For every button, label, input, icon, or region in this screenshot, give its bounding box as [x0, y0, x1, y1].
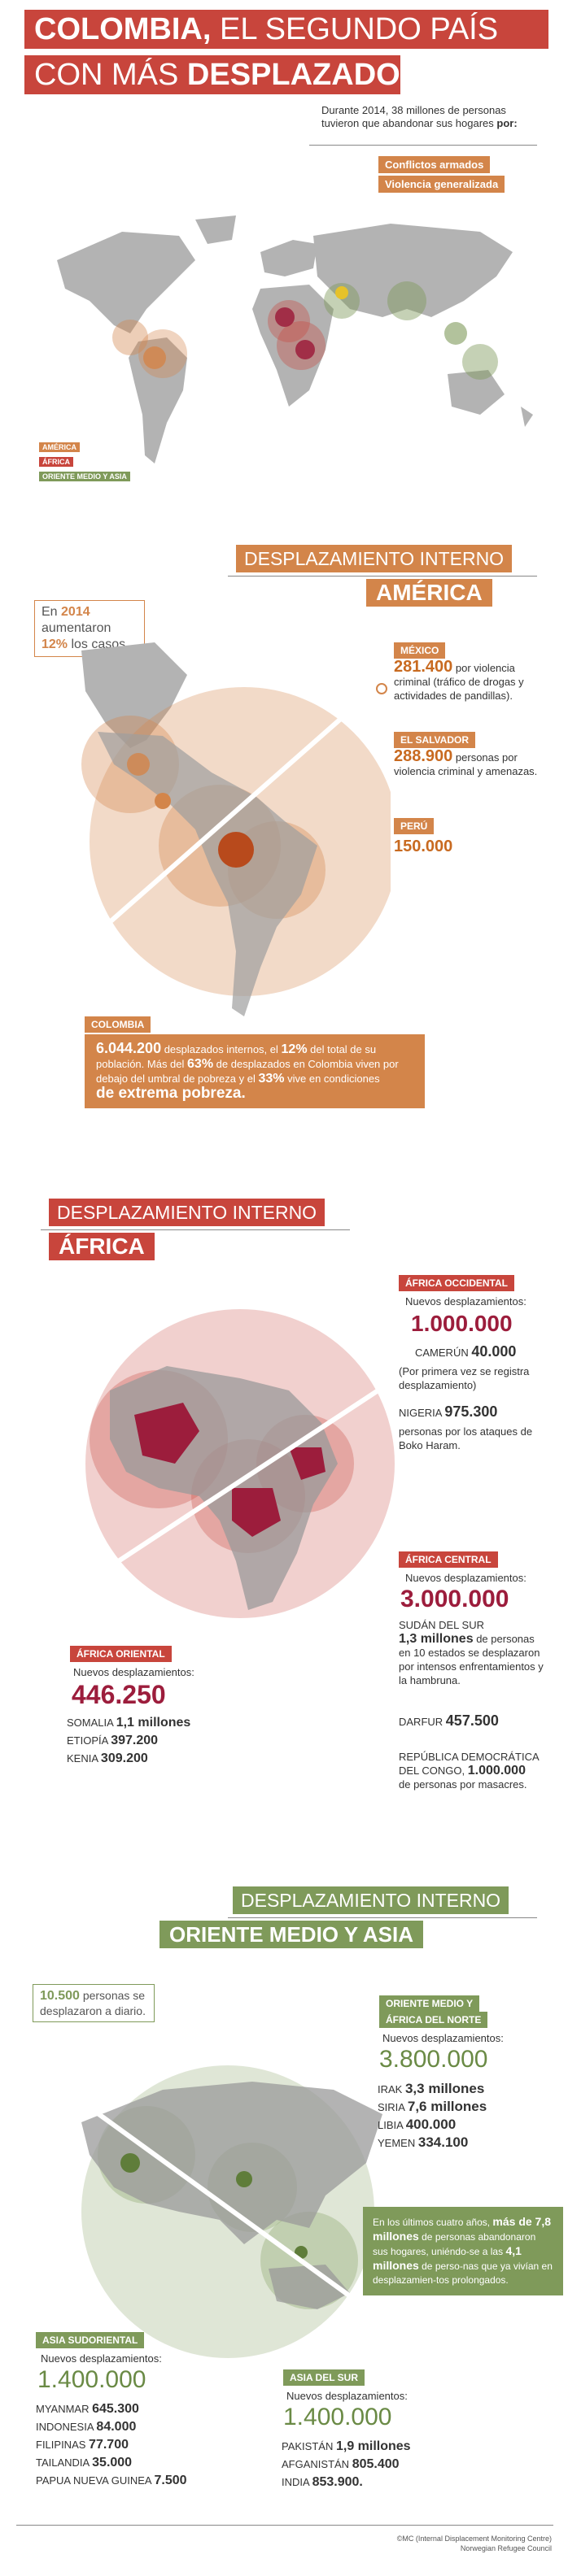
oriental-label: Nuevos desplazamientos: [73, 1666, 194, 1678]
central-label: Nuevos desplazamientos: [405, 1572, 526, 1584]
se-row-4: PAPUA NUEVA GUINEA 7.500 [36, 2474, 187, 2487]
southeast-num: 1.400.000 [37, 2366, 146, 2393]
sudan-row: SUDÁN DEL SUR 1,3 millones de personas e… [399, 1619, 544, 1686]
intro-divider [309, 145, 537, 146]
camerun-row: CAMERÚN 40.000 [415, 1343, 517, 1360]
america-divider [228, 576, 537, 577]
cause-conflictos: Conflictos armados [378, 156, 491, 173]
me-row-0: IRAK 3,3 millones [378, 2081, 485, 2096]
occidental-label: Nuevos desplazamientos: [405, 1295, 526, 1308]
oriental-tag: ÁFRICA ORIENTAL [70, 1646, 172, 1662]
asia-divider [228, 1917, 537, 1918]
oriental-row-2: KENIA 309.200 [67, 1751, 148, 1765]
america-map [47, 626, 399, 1033]
mexico-text: 281.400 por violencia criminal (tráfico … [394, 658, 524, 702]
occidental-tag: ÁFRICA OCCIDENTAL [399, 1275, 514, 1291]
peru-tag: PERÚ [394, 818, 435, 834]
legend-asia: ORIENTE MEDIO Y ASIA [39, 472, 130, 481]
me-row-2: LIBIA 400.000 [378, 2117, 457, 2132]
middle-east-tag-1: ORIENTE MEDIO Y [379, 1995, 480, 2012]
occidental-num: 1.000.000 [411, 1311, 513, 1336]
camerun-note: (Por primera vez se registra desplazamie… [399, 1365, 530, 1391]
legend-america: AMÉRICA [39, 442, 80, 452]
south-row-1: AFGANISTÁN 805.400 [282, 2457, 400, 2471]
peru-num: 150.000 [394, 838, 453, 855]
colombia-box: 6.044.200 desplazados internos, el 12% d… [85, 1034, 425, 1108]
asia-heading2: ORIENTE MEDIO Y ASIA [159, 1921, 424, 1948]
me-row-1: SIRIA 7,6 millones [378, 2099, 487, 2114]
middle-east-label: Nuevos desplazamientos: [382, 2032, 504, 2044]
asia-box: En los últimos cuatro años, más de 7,8 m… [363, 2207, 563, 2295]
se-row-1: INDONESIA 84.000 [36, 2420, 137, 2434]
south-num: 1.400.000 [283, 2404, 392, 2430]
africa-divider [41, 1229, 350, 1230]
darfur-row: DARFUR 457.500 [399, 1712, 499, 1729]
title-desplazados: DESPLAZADOS [186, 58, 422, 92]
middle-east-num: 3.800.000 [379, 2046, 488, 2073]
se-row-3: TAILANDIA 35.000 [36, 2456, 133, 2469]
oriental-row-0: SOMALIA 1,1 millones [67, 1716, 191, 1730]
world-map-svg [57, 215, 533, 463]
se-row-0: MYANMAR 645.300 [36, 2402, 139, 2416]
asia-note: 10.500 personas se desplazaron a diario. [33, 1984, 155, 2022]
mexico-tag: MÉXICO [394, 642, 446, 659]
asia-heading1: DESPLAZAMIENTO INTERNO [233, 1886, 509, 1914]
nigeria-note: personas por los ataques de Boko Haram. [399, 1425, 533, 1451]
africa-map [77, 1301, 404, 1626]
cause-violencia: Violencia generalizada [378, 176, 505, 193]
south-tag: ASIA DEL SUR [283, 2369, 365, 2386]
africa-heading1: DESPLAZAMIENTO INTERNO [49, 1199, 326, 1226]
title-banner-line2: CON MÁS DESPLAZADOS [24, 55, 421, 94]
middle-east-tag-2: ÁFRICA DEL NORTE [379, 2012, 488, 2028]
central-tag: ÁFRICA CENTRAL [399, 1551, 498, 1568]
salvador-text: 288.900 personas por violencia criminal … [394, 747, 538, 777]
title-banner-line1: COLOMBIA, EL SEGUNDO PAÍS [24, 10, 548, 49]
oriental-row-1: ETIOPÍA 397.200 [67, 1734, 159, 1747]
me-row-3: YEMEN 334.100 [378, 2134, 469, 2150]
title-rest: EL SEGUNDO PAÍS [211, 12, 499, 46]
world-map [24, 195, 545, 488]
asia-map [63, 2057, 392, 2366]
legend-africa: ÁFRICA [39, 457, 73, 467]
rdc-row: REPÚBLICA DEMOCRÁTICA DEL CONGO, 1.000.0… [399, 1751, 539, 1791]
southeast-label: Nuevos desplazamientos: [41, 2352, 162, 2365]
america-heading2: AMÉRICA [366, 579, 492, 607]
south-label: Nuevos desplazamientos: [286, 2390, 408, 2402]
south-row-0: PAKISTÁN 1,9 millones [282, 2439, 411, 2453]
footer-divider [16, 2525, 553, 2526]
america-heading1: DESPLAZAMIENTO INTERNO [236, 545, 513, 572]
oriental-num: 446.250 [72, 1680, 166, 1709]
intro-text: Durante 2014, 38 millones de personas tu… [321, 104, 518, 129]
africa-heading2: ÁFRICA [49, 1233, 155, 1260]
salvador-tag: EL SALVADOR [394, 732, 476, 748]
mexico-pointer [376, 683, 387, 694]
title-colombia: COLOMBIA, [34, 12, 212, 46]
title-con-mas: CON MÁS [34, 58, 187, 92]
se-row-2: FILIPINAS 77.700 [36, 2438, 129, 2452]
southeast-tag: ASIA SUDORIENTAL [36, 2332, 145, 2348]
footer-source: ©MC (Internal Displacement Monitoring Ce… [396, 2535, 552, 2552]
south-row-2: INDIA 853.900. [282, 2475, 363, 2489]
nigeria-row: NIGERIA 975.300 [399, 1403, 498, 1420]
colombia-tag: COLOMBIA [85, 1016, 151, 1033]
central-num: 3.000.000 [400, 1586, 509, 1612]
